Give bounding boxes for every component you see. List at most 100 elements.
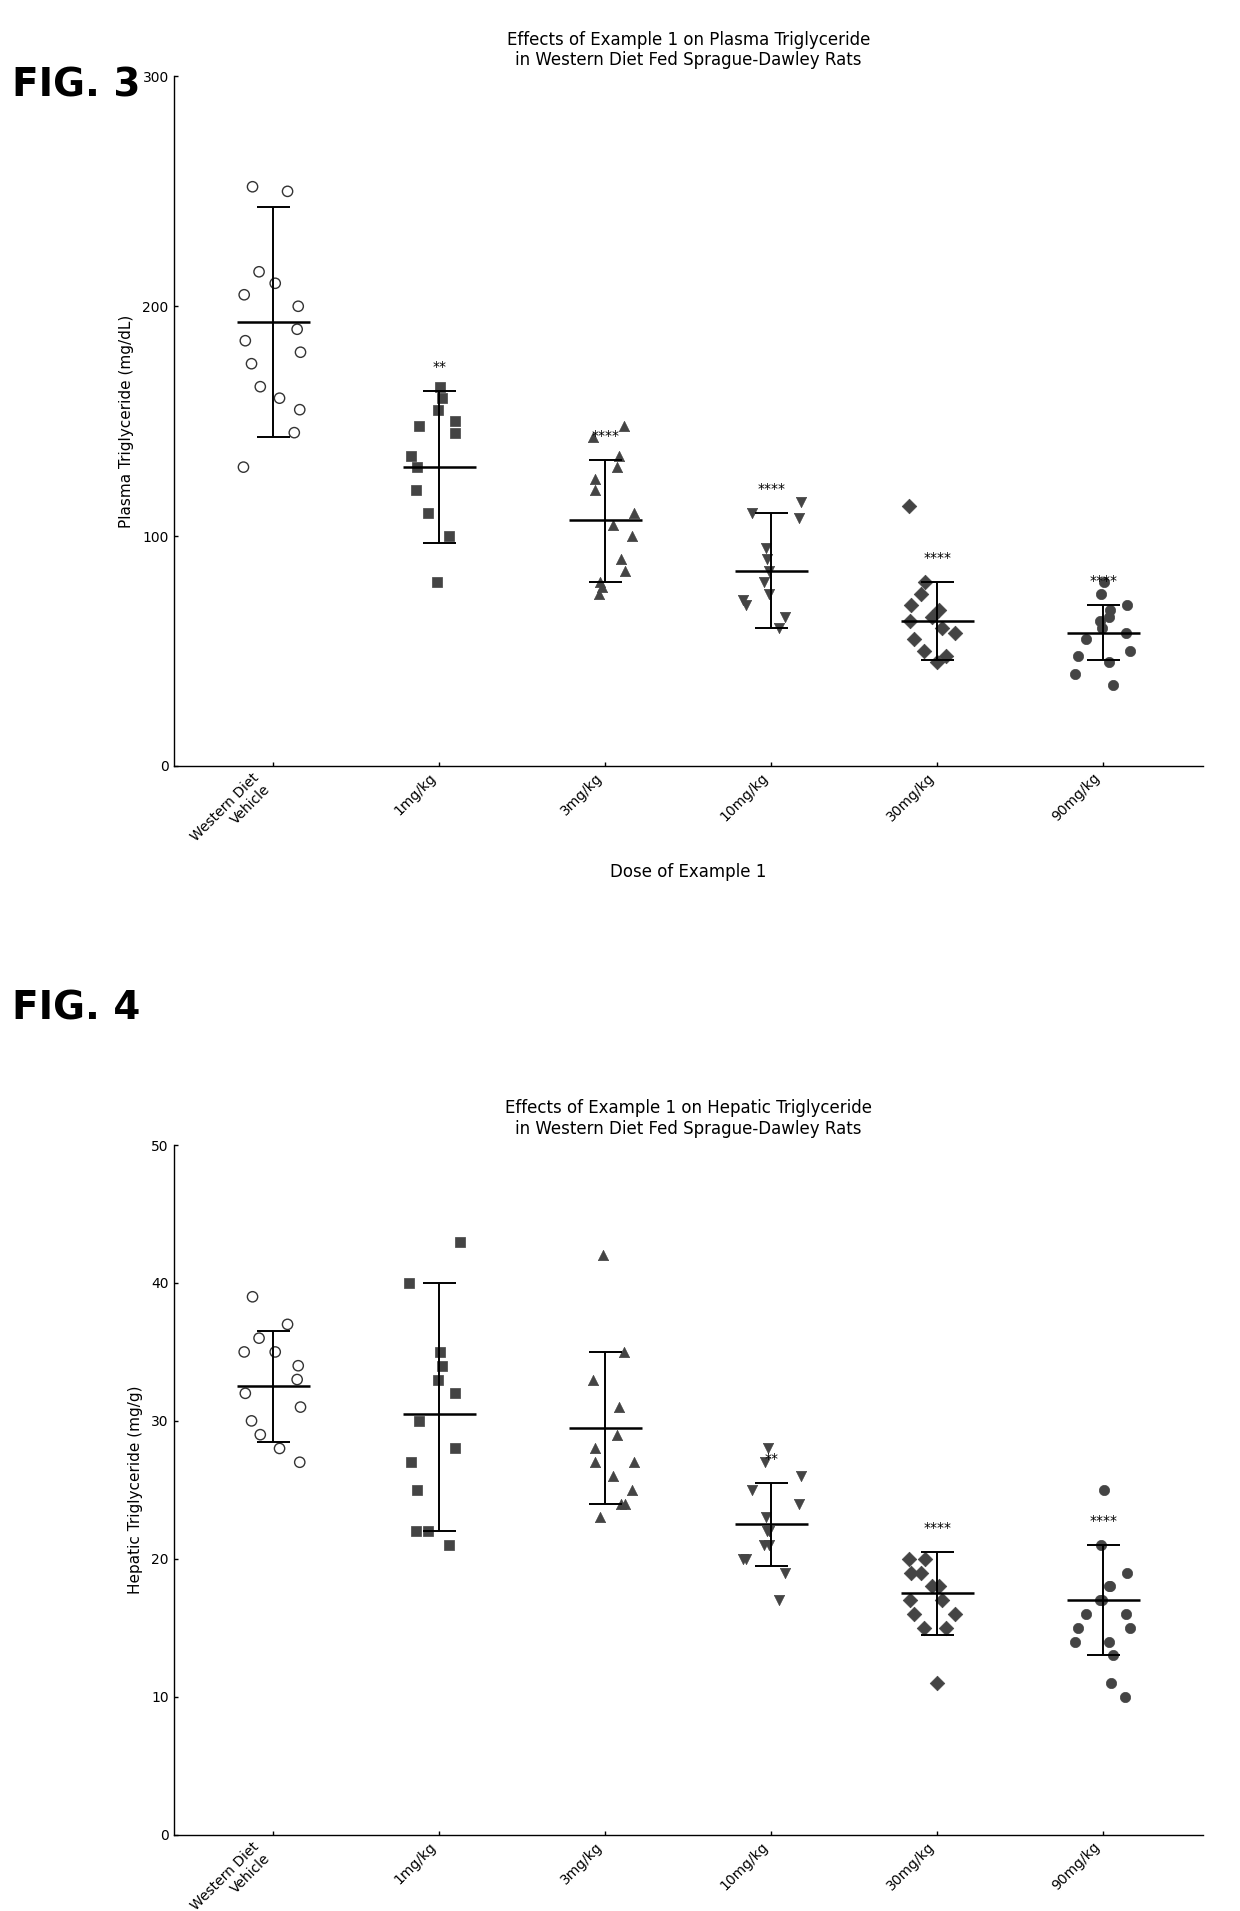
Point xyxy=(1092,613,1112,644)
Point xyxy=(769,613,789,644)
Text: FIG. 4: FIG. 4 xyxy=(12,990,141,1028)
Point xyxy=(289,1351,309,1382)
Point xyxy=(236,325,255,355)
Point xyxy=(1092,1584,1112,1615)
Point xyxy=(1068,1613,1087,1643)
Point xyxy=(250,371,270,401)
Point xyxy=(609,440,629,470)
Point xyxy=(1099,648,1118,678)
Point xyxy=(1115,1682,1135,1712)
Point xyxy=(603,1460,622,1491)
Point xyxy=(407,474,427,505)
Point xyxy=(734,585,754,615)
Point xyxy=(614,1336,634,1366)
Point xyxy=(428,568,448,598)
Point xyxy=(759,1515,779,1546)
Point xyxy=(428,1364,448,1395)
Point xyxy=(408,451,428,482)
Point xyxy=(615,556,635,587)
Text: ****: **** xyxy=(1089,1514,1117,1527)
Point xyxy=(915,1544,935,1575)
Point xyxy=(611,1489,631,1519)
Text: ****: **** xyxy=(924,1521,951,1535)
Title: Effects of Example 1 on Plasma Triglyceride
in Western Diet Fed Sprague-Dawley R: Effects of Example 1 on Plasma Triglycer… xyxy=(506,31,870,69)
Point xyxy=(900,1584,920,1615)
Point xyxy=(593,571,613,602)
Text: ****: **** xyxy=(1089,573,1117,589)
Point xyxy=(904,1600,924,1630)
Point xyxy=(899,491,919,522)
Point xyxy=(1094,1475,1114,1506)
Point xyxy=(756,545,776,575)
Point xyxy=(243,172,263,203)
Point xyxy=(759,1529,779,1559)
Point xyxy=(1065,1626,1085,1657)
Point xyxy=(791,1460,811,1491)
Point xyxy=(585,462,605,493)
Point xyxy=(1104,1640,1123,1670)
Point xyxy=(789,503,808,533)
Point xyxy=(1100,602,1120,633)
Point xyxy=(945,1600,965,1630)
Point xyxy=(594,1240,614,1271)
Point xyxy=(1116,1600,1136,1630)
Point xyxy=(288,313,308,344)
Point xyxy=(242,348,262,378)
Point xyxy=(265,268,285,298)
Point xyxy=(624,1447,644,1477)
Text: FIG. 3: FIG. 3 xyxy=(12,67,141,105)
X-axis label: Dose of Example 1: Dose of Example 1 xyxy=(610,862,766,881)
Text: **: ** xyxy=(433,359,446,375)
Point xyxy=(914,1613,934,1643)
Point xyxy=(929,1571,949,1601)
Point xyxy=(603,510,622,541)
Point xyxy=(742,497,761,527)
Text: ****: **** xyxy=(591,428,619,443)
Point xyxy=(759,1433,779,1464)
Point xyxy=(1117,590,1137,621)
Point xyxy=(585,474,605,505)
Point xyxy=(290,1391,310,1422)
Point xyxy=(249,1322,269,1353)
Point xyxy=(614,411,634,441)
Point xyxy=(791,485,811,516)
Point xyxy=(269,1433,289,1464)
Point xyxy=(737,590,756,621)
Point xyxy=(278,176,298,206)
Point xyxy=(433,1351,453,1382)
Point xyxy=(899,1544,919,1575)
Point xyxy=(622,1475,642,1506)
Point xyxy=(756,1502,776,1533)
Point xyxy=(290,336,310,367)
Point xyxy=(269,382,289,413)
Point xyxy=(910,579,930,610)
Text: ****: **** xyxy=(924,550,951,566)
Point xyxy=(936,1613,956,1643)
Text: **: ** xyxy=(764,1452,779,1466)
Point xyxy=(754,1529,774,1559)
Point xyxy=(904,625,924,655)
Point xyxy=(430,1336,450,1366)
Point xyxy=(445,417,465,447)
Point xyxy=(407,1515,427,1546)
Point xyxy=(926,1668,946,1699)
Point xyxy=(622,522,642,552)
Point xyxy=(742,1475,761,1506)
Point xyxy=(926,648,946,678)
Point xyxy=(430,371,450,401)
Point xyxy=(1100,594,1120,625)
Point xyxy=(615,1489,635,1519)
Point xyxy=(401,440,420,470)
Point xyxy=(931,613,951,644)
Point xyxy=(737,1544,756,1575)
Point xyxy=(789,1489,808,1519)
Point xyxy=(409,1406,429,1437)
Point xyxy=(418,1515,438,1546)
Point xyxy=(1120,1613,1140,1643)
Point xyxy=(900,1557,920,1588)
Point xyxy=(900,590,920,621)
Point xyxy=(278,1309,298,1340)
Point xyxy=(583,1364,603,1395)
Point xyxy=(265,1336,285,1366)
Point xyxy=(608,451,627,482)
